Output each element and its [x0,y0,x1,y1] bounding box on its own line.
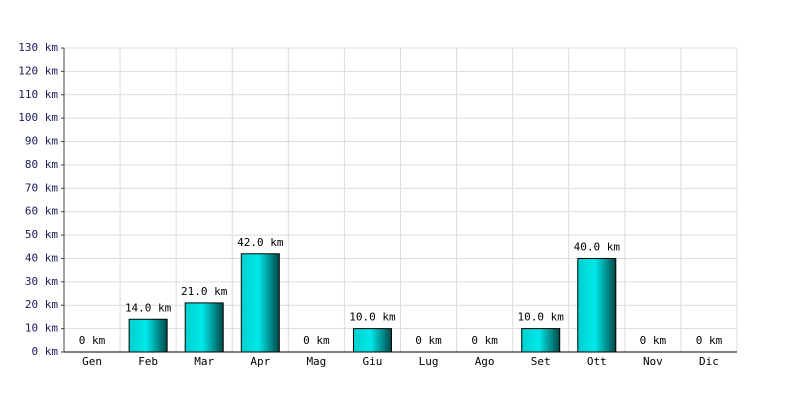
x-tick-label: Mag [306,355,326,368]
y-tick-label: 100 km [18,111,58,124]
value-label: 0 km [640,334,667,347]
value-label: 0 km [415,334,442,347]
x-tick-label: Dic [699,355,719,368]
bar [577,257,617,353]
y-tick-label: 50 km [25,228,58,241]
y-tick-label: 80 km [25,158,58,171]
y-tick-label: 120 km [18,64,58,77]
value-label: 40.0 km [574,240,621,253]
bar [128,318,168,353]
x-tick-label: Nov [643,355,663,368]
x-tick-label: Giu [363,355,383,368]
bar [184,302,224,353]
value-label: 0 km [471,334,498,347]
y-tick-label: 70 km [25,181,58,194]
bar [521,328,561,353]
y-tick-label: 40 km [25,251,58,264]
value-label: 21.0 km [181,285,228,298]
value-label: 10.0 km [349,311,396,324]
y-tick-label: 130 km [18,41,58,54]
y-tick-label: 60 km [25,205,58,218]
value-label: 10.0 km [518,311,565,324]
y-tick-label: 0 km [32,345,59,358]
y-tick-label: 110 km [18,88,58,101]
y-tick-label: 20 km [25,298,58,311]
y-tick-label: 90 km [25,135,58,148]
value-label: 0 km [696,334,723,347]
bar [240,253,280,353]
x-tick-label: Feb [138,355,158,368]
value-label: 0 km [79,334,106,347]
x-tick-label: Lug [419,355,439,368]
x-tick-label: Apr [250,355,270,368]
value-label: 0 km [303,334,330,347]
x-tick-label: Gen [82,355,102,368]
bar [352,328,392,353]
x-tick-label: Ago [475,355,495,368]
value-label: 42.0 km [237,236,284,249]
x-tick-label: Set [531,355,551,368]
x-tick-label: Ott [587,355,607,368]
value-label: 14.0 km [125,301,172,314]
y-tick-label: 10 km [25,322,58,335]
y-tick-label: 30 km [25,275,58,288]
x-tick-label: Mar [194,355,214,368]
